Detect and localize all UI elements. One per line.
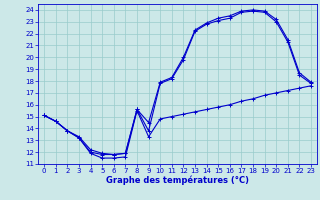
X-axis label: Graphe des températures (°C): Graphe des températures (°C) (106, 176, 249, 185)
